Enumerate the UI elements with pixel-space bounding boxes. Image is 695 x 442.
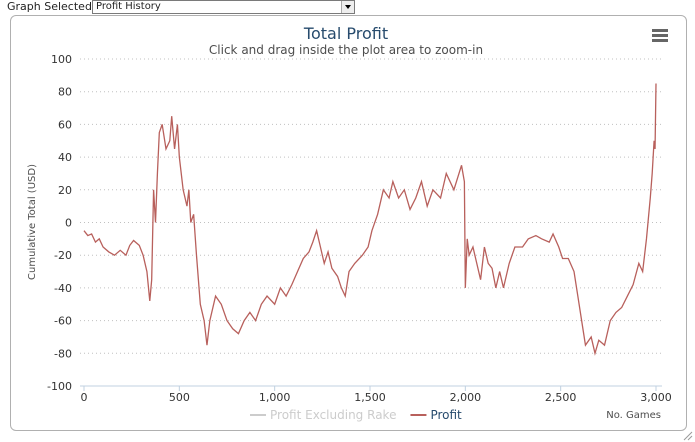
x-tick-label: 2,500	[545, 391, 577, 404]
select-label: Graph Selected:	[7, 0, 96, 13]
select-value: Profit History	[96, 1, 161, 12]
grip-line	[687, 435, 693, 441]
top-bar: Graph Selected: Profit History	[0, 0, 695, 14]
y-tick-label: -20	[54, 249, 72, 262]
x-tick-label: 1,000	[259, 391, 291, 404]
select-arrow[interactable]	[341, 1, 354, 13]
profit-line	[83, 83, 657, 356]
x-tick-label: 3,000	[640, 391, 672, 404]
menu-bar	[652, 39, 668, 42]
menu-bar	[652, 34, 668, 37]
chart-subtitle: Click and drag inside the plot area to z…	[209, 43, 483, 57]
grip-line	[683, 431, 693, 441]
x-tick-label: 0	[81, 391, 88, 404]
chart-title: Total Profit	[303, 24, 388, 43]
resize-grip[interactable]	[683, 431, 693, 441]
legend-item[interactable]: Profit Excluding Rake	[250, 408, 396, 422]
y-tick-label: -80	[54, 347, 72, 360]
arrow-icon	[345, 5, 351, 9]
x-tick-label: 500	[169, 391, 190, 404]
y-tick-label: -40	[54, 282, 72, 295]
y-tick-label: -100	[47, 380, 72, 393]
menu-bar	[652, 29, 668, 32]
y-tick-label: 40	[58, 151, 72, 164]
menu-button[interactable]	[650, 28, 670, 44]
y-tick-label: 20	[58, 184, 72, 197]
x-tick-label: 2,000	[450, 391, 482, 404]
y-axis-label: Cumulative Total (USD)	[27, 164, 38, 280]
x-tick-label: 1,500	[354, 391, 386, 404]
chart-frame	[10, 15, 687, 431]
legend-item[interactable]: Profit	[410, 408, 462, 422]
y-tick-label: 80	[58, 86, 72, 99]
legend-label: Profit Excluding Rake	[270, 408, 396, 422]
y-tick-label: 0	[65, 217, 72, 230]
graph-select[interactable]: Profit History	[92, 0, 355, 14]
y-tick-label: 60	[58, 118, 72, 131]
y-tick-label: 100	[51, 53, 72, 66]
x-axis-label: No. Games	[606, 410, 661, 421]
y-tick-label: -60	[54, 315, 72, 328]
legend-label: Profit	[430, 408, 462, 422]
